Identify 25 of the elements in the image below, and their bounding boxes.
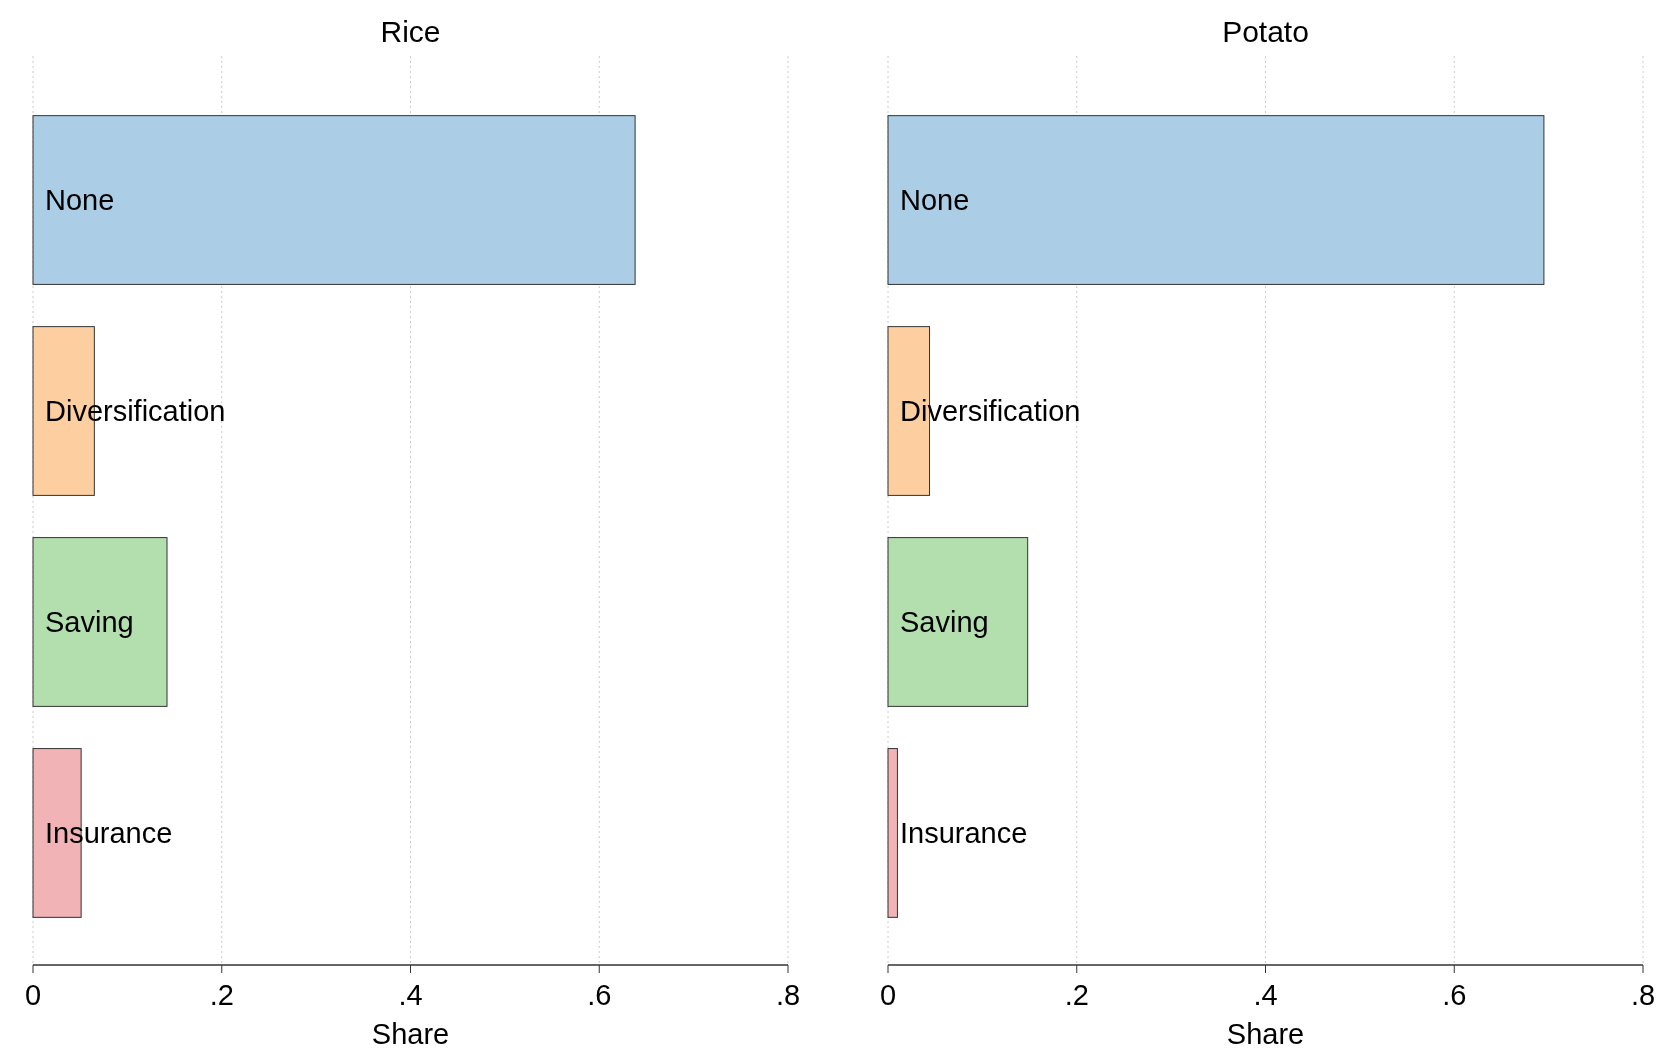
x-tick-label: .2 bbox=[1064, 979, 1089, 1011]
y-tick-label: Insurance bbox=[900, 816, 1028, 849]
chart-title: Rice bbox=[380, 15, 441, 48]
x-tick-label: 0 bbox=[879, 979, 897, 1011]
x-tick-label: .4 bbox=[1253, 979, 1278, 1011]
y-tick-label: None bbox=[900, 184, 970, 217]
x-tick-label: 0 bbox=[24, 979, 42, 1011]
x-tick-label: .4 bbox=[398, 979, 423, 1011]
x-tick-label: .8 bbox=[1630, 979, 1656, 1011]
y-tick-label: Saving bbox=[45, 605, 134, 638]
bar bbox=[887, 537, 1029, 707]
x-tick-label: .8 bbox=[775, 979, 801, 1011]
bar bbox=[887, 748, 898, 918]
x-tick-label: .2 bbox=[209, 979, 234, 1011]
bar bbox=[32, 115, 636, 285]
x-tick-label: .6 bbox=[587, 979, 612, 1011]
x-axis-title: Share bbox=[1226, 1018, 1305, 1050]
bar bbox=[32, 537, 168, 707]
x-axis-title: Share bbox=[371, 1018, 450, 1050]
x-tick-label: .6 bbox=[1442, 979, 1467, 1011]
bar bbox=[887, 115, 1545, 285]
y-tick-label: Insurance bbox=[45, 816, 173, 849]
y-tick-label: Saving bbox=[900, 605, 989, 638]
y-tick-label: None bbox=[45, 184, 115, 217]
chart-title: Potato bbox=[1222, 15, 1309, 48]
